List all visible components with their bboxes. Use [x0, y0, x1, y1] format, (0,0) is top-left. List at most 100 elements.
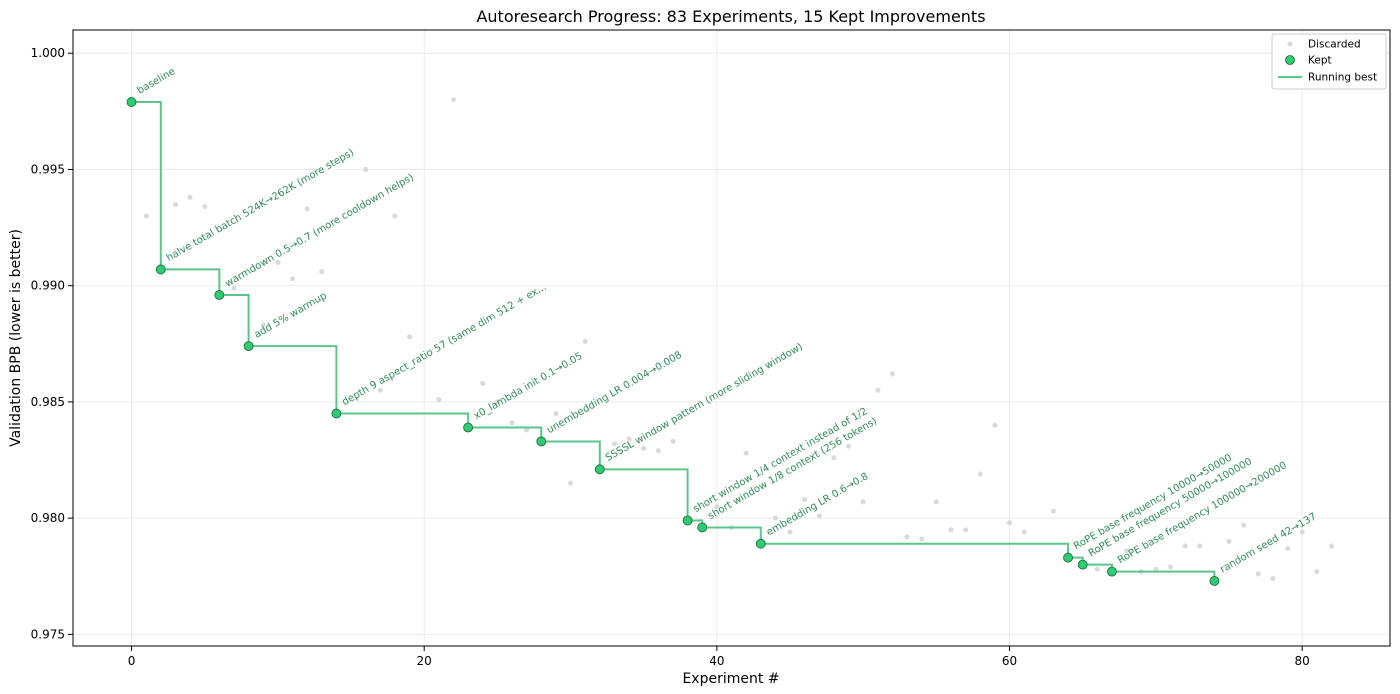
legend-kept-marker [1285, 55, 1295, 65]
kept-point [463, 422, 474, 433]
discarded-point [436, 397, 442, 403]
legend-kept-label: Kept [1308, 55, 1332, 67]
chart-title: Autoresearch Progress: 83 Experiments, 1… [476, 7, 985, 26]
kept-point [697, 522, 708, 533]
y-tick-label: 0.995 [31, 162, 65, 176]
discarded-point [172, 201, 178, 207]
y-tick-label: 0.980 [31, 511, 65, 525]
discarded-point [963, 527, 969, 533]
discarded-point [1007, 520, 1013, 526]
discarded-point [1124, 548, 1130, 554]
plot-frame [72, 29, 1391, 647]
discarded-point [1241, 522, 1247, 528]
discarded-point [933, 499, 939, 505]
discarded-point [611, 441, 617, 447]
x-tick-label: 60 [1002, 654, 1017, 668]
discarded-point [802, 497, 808, 503]
discarded-point [641, 445, 647, 451]
discarded-point [509, 420, 515, 426]
y-tick-label: 0.975 [31, 627, 65, 641]
discarded-points [143, 97, 1334, 582]
y-axis-ticks: 0.975 0.980 0.985 0.990 0.995 1.000 [31, 46, 73, 641]
discarded-point [1226, 538, 1232, 544]
discarded-point [904, 534, 910, 540]
kept-point [1209, 576, 1220, 586]
discarded-point [831, 455, 837, 461]
discarded-point [275, 259, 281, 265]
discarded-point [260, 322, 266, 328]
discarded-point [919, 536, 925, 542]
discarded-point [1255, 571, 1261, 577]
discarded-point [494, 399, 500, 405]
kept-point [1107, 566, 1117, 577]
legend-box [1271, 33, 1387, 90]
discarded-point [407, 334, 413, 340]
legend-discarded-marker [1287, 41, 1293, 47]
discarded-point [860, 499, 866, 505]
x-tick-label: 80 [1295, 654, 1310, 668]
discarded-point [202, 204, 208, 210]
discarded-point [1314, 569, 1320, 575]
discarded-point [714, 504, 720, 510]
y-tick-label: 0.985 [31, 395, 65, 409]
discarded-point [846, 443, 852, 449]
kept-point [1063, 552, 1073, 563]
discarded-point [568, 480, 574, 486]
discarded-point [977, 471, 983, 477]
y-axis-label: Validation BPB (lower is better) [8, 229, 24, 447]
legend: Discarded Kept Running best [1271, 33, 1387, 90]
kept-point [1077, 559, 1088, 570]
discarded-point [377, 387, 383, 393]
discarded-point [875, 387, 881, 393]
discarded-point [290, 276, 295, 282]
discarded-point [1270, 576, 1276, 582]
x-tick-label: 40 [709, 654, 724, 668]
discarded-point [1285, 545, 1291, 551]
discarded-point [655, 448, 661, 454]
discarded-point [1328, 543, 1334, 549]
discarded-point [553, 411, 559, 417]
kept-point [755, 538, 766, 549]
discarded-point [816, 513, 822, 519]
discarded-point [992, 422, 998, 428]
x-axis-label: Experiment # [682, 671, 779, 687]
kept-point [536, 436, 547, 447]
grid-lines [73, 30, 1390, 646]
kept-point [243, 341, 254, 352]
kept-point [126, 97, 137, 107]
x-axis-ticks: 0 20 40 60 80 [128, 646, 1310, 668]
discarded-point [889, 371, 895, 377]
y-tick-label: 1.000 [31, 46, 65, 60]
discarded-point [1197, 543, 1203, 549]
discarded-point [231, 285, 237, 291]
kept-points [126, 97, 1220, 586]
discarded-point [772, 515, 778, 521]
kept-point [594, 464, 605, 475]
discarded-point [1299, 529, 1305, 535]
discarded-point [1021, 529, 1027, 535]
discarded-point [319, 269, 325, 275]
discarded-point [480, 380, 486, 386]
kept-point [155, 264, 166, 275]
discarded-point [392, 213, 398, 219]
discarded-point [743, 450, 749, 456]
discarded-point [1182, 543, 1188, 549]
x-tick-label: 20 [417, 654, 432, 668]
discarded-point [1168, 564, 1173, 570]
discarded-point [304, 206, 310, 212]
discarded-point [670, 438, 676, 444]
discarded-point [582, 338, 588, 344]
discarded-point [187, 194, 193, 200]
discarded-point [450, 97, 456, 103]
discarded-point [363, 166, 369, 172]
discarded-point [948, 527, 954, 533]
discarded-point [787, 529, 793, 535]
discarded-point [143, 213, 149, 219]
discarded-point [1094, 566, 1100, 572]
kept-point [214, 290, 225, 300]
kept-point [331, 408, 342, 419]
discarded-point [1153, 566, 1159, 572]
legend-discarded-label: Discarded [1308, 39, 1361, 51]
